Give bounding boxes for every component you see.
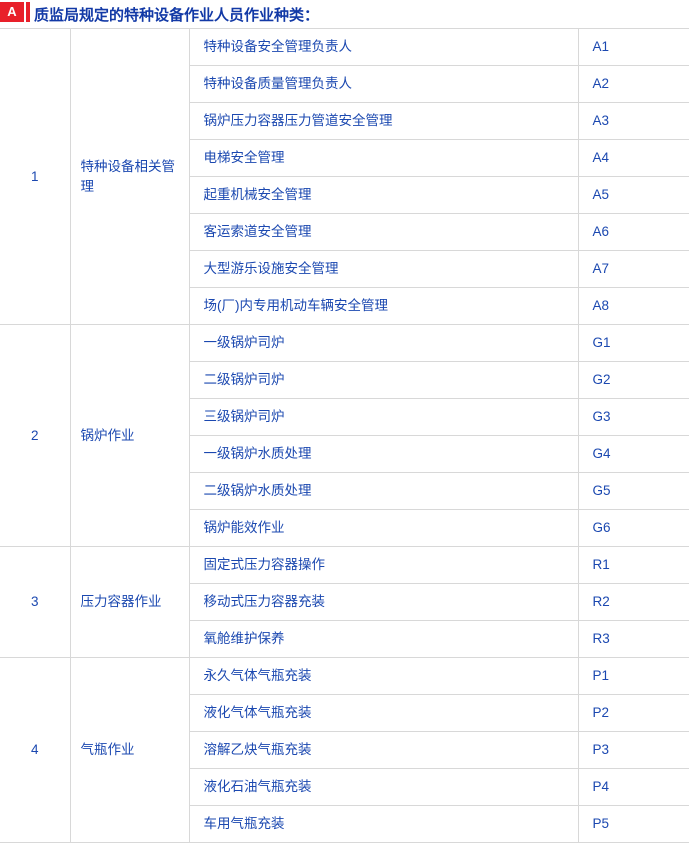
job-type-name-cell: 特种设备安全管理负责人	[188, 28, 579, 66]
job-type-code-cell: G2	[577, 361, 689, 399]
job-type-name-cell: 场(厂)内专用机动车辆安全管理	[188, 287, 579, 325]
job-type-code-cell: G5	[577, 472, 689, 510]
group-index-cell: 4	[0, 657, 71, 843]
job-type-code-cell: G3	[577, 398, 689, 436]
job-type-name-cell: 电梯安全管理	[188, 139, 579, 177]
job-type-name-cell: 永久气体气瓶充装	[188, 657, 579, 695]
table-row: 二级锅炉司炉 G2	[0, 361, 689, 399]
group-index-cell: 2	[0, 324, 71, 547]
job-type-code-cell: A7	[577, 250, 689, 288]
job-type-code-cell: R2	[577, 583, 689, 621]
job-type-code-cell: P5	[577, 805, 689, 843]
job-type-name-cell: 一级锅炉水质处理	[188, 435, 579, 473]
section-badge-icon: A	[0, 2, 24, 22]
job-type-code-cell: A2	[577, 65, 689, 103]
job-type-code-cell: P3	[577, 731, 689, 769]
group-category-cell: 锅炉作业	[69, 324, 190, 547]
table-row: 3 压力容器作业 固定式压力容器操作 R1	[0, 546, 689, 658]
table-row: 起重机械安全管理 A5	[0, 176, 689, 214]
job-type-name-cell: 移动式压力容器充装	[188, 583, 579, 621]
equipment-categories-table: 1 特种设备相关管理 特种设备安全管理负责人 A1 特种设备质量管理负责人 A2 锅炉压力容…	[0, 28, 689, 843]
table-row: 一级锅炉水质处理 G4	[0, 435, 689, 473]
job-type-code-cell: P4	[577, 768, 689, 806]
group-category-cell: 特种设备相关管理	[69, 28, 190, 325]
job-type-name-cell: 一级锅炉司炉	[188, 324, 579, 362]
table-row: 4 气瓶作业 永久气体气瓶充装 P1	[0, 657, 689, 843]
table-row: 特种设备质量管理负责人 A2	[0, 65, 689, 103]
job-type-name-cell: 车用气瓶充装	[188, 805, 579, 843]
job-type-code-cell: P1	[577, 657, 689, 695]
job-type-code-cell: G4	[577, 435, 689, 473]
job-type-code-cell: A8	[577, 287, 689, 325]
job-type-name-cell: 溶解乙炔气瓶充装	[188, 731, 579, 769]
job-type-name-cell: 液化石油气瓶充装	[188, 768, 579, 806]
job-type-code-cell: R1	[577, 546, 689, 584]
job-type-code-cell: A4	[577, 139, 689, 177]
table-row: 液化气体气瓶充装 P2	[0, 694, 689, 732]
job-type-code-cell: A1	[577, 28, 689, 66]
job-type-name-cell: 氧舱维护保养	[188, 620, 579, 658]
table-row: 2 锅炉作业 一级锅炉司炉 G1	[0, 324, 689, 547]
job-type-name-cell: 固定式压力容器操作	[188, 546, 579, 584]
job-type-name-cell: 三级锅炉司炉	[188, 398, 579, 436]
job-type-name-cell: 起重机械安全管理	[188, 176, 579, 214]
job-type-name-cell: 客运索道安全管理	[188, 213, 579, 251]
group-category-cell: 气瓶作业	[69, 657, 190, 843]
table-row: 1 特种设备相关管理 特种设备安全管理负责人 A1	[0, 28, 689, 325]
table-row: 溶解乙炔气瓶充装 P3	[0, 731, 689, 769]
job-type-name-cell: 大型游乐设施安全管理	[188, 250, 579, 288]
job-type-code-cell: A5	[577, 176, 689, 214]
group-index-cell: 3	[0, 546, 71, 658]
job-type-code-cell: A3	[577, 102, 689, 140]
job-type-code-cell: R3	[577, 620, 689, 658]
job-type-name-cell: 锅炉能效作业	[188, 509, 579, 547]
job-type-name-cell: 液化气体气瓶充装	[188, 694, 579, 732]
job-type-code-cell: G1	[577, 324, 689, 362]
job-type-code-cell: G6	[577, 509, 689, 547]
section-accent-bar	[26, 2, 30, 22]
section-header: A 质监局规定的特种设备作业人员作业种类：	[0, 0, 689, 28]
group-category-cell: 压力容器作业	[69, 546, 190, 658]
job-type-name-cell: 二级锅炉水质处理	[188, 472, 579, 510]
job-type-name-cell: 特种设备质量管理负责人	[188, 65, 579, 103]
table-row: 电梯安全管理 A4	[0, 139, 689, 177]
group-index-cell: 1	[0, 28, 71, 325]
table-row: 三级锅炉司炉 G3	[0, 398, 689, 436]
job-type-name-cell: 二级锅炉司炉	[188, 361, 579, 399]
job-type-code-cell: P2	[577, 694, 689, 732]
table-body: 1 特种设备相关管理 特种设备安全管理负责人 A1 特种设备质量管理负责人 A2 锅炉压力容…	[0, 28, 689, 843]
job-type-name-cell: 锅炉压力容器压力管道安全管理	[188, 102, 579, 140]
table-row: 大型游乐设施安全管理 A7	[0, 250, 689, 288]
table-row: 场(厂)内专用机动车辆安全管理 A8	[0, 287, 689, 325]
page-title: 质监局规定的特种设备作业人员作业种类：	[34, 6, 320, 24]
job-type-code-cell: A6	[577, 213, 689, 251]
